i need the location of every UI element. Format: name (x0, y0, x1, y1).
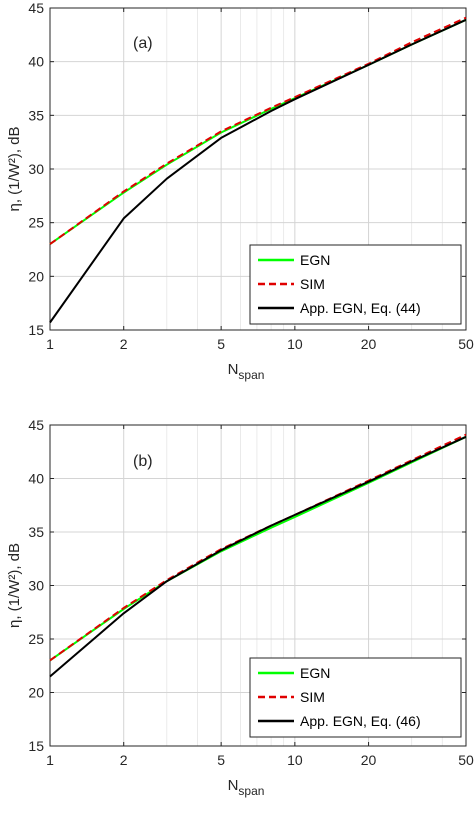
y-tick-label: 35 (28, 107, 44, 123)
legend: EGN SIM App. EGN, Eq. (44) (249, 244, 462, 325)
legend-entry: App. EGN, Eq. (46) (300, 713, 421, 729)
series-line-app-egn (49, 435, 467, 678)
x-tick-label: 2 (120, 752, 128, 768)
y-tick-label: 45 (28, 417, 44, 433)
series-line-app-egn (49, 18, 467, 324)
y-tick-label: 35 (28, 524, 44, 540)
x-tick-label: 20 (361, 336, 377, 352)
x-axis-label: Nspan (228, 777, 265, 798)
x-tick-label: 10 (287, 752, 303, 768)
x-tick-label: 1 (46, 752, 54, 768)
y-tick-label: 15 (28, 322, 44, 338)
x-tick-label: 5 (217, 336, 225, 352)
y-tick-label: 25 (28, 631, 44, 647)
x-tick-label: 2 (120, 336, 128, 352)
x-tick-label: 50 (458, 336, 474, 352)
x-axis-label: Nspan (228, 361, 265, 382)
legend-entry: EGN (300, 252, 330, 268)
y-axis-label: η, (1/W²), dB (6, 126, 23, 211)
x-tick-label: 10 (287, 336, 303, 352)
y-axis-label: η, (1/W²), dB (6, 543, 23, 628)
legend-entry: EGN (300, 665, 330, 681)
y-tick-label: 15 (28, 738, 44, 754)
y-tick-label: 30 (28, 578, 44, 594)
series-line-sim (49, 16, 467, 245)
y-tick-label: 45 (28, 0, 44, 16)
y-tick-label: 40 (28, 471, 44, 487)
x-tick-label: 5 (217, 752, 225, 768)
axes-box (49, 424, 467, 747)
y-tick-label: 20 (28, 685, 44, 701)
legend-entry: SIM (300, 276, 325, 292)
panel-label: (a) (133, 35, 153, 52)
y-tick-label: 30 (28, 161, 44, 177)
legend-entry: App. EGN, Eq. (44) (300, 300, 421, 316)
x-tick-label: 20 (361, 752, 377, 768)
axes-box (49, 7, 467, 331)
x-tick-label: 50 (458, 752, 474, 768)
y-tick-label: 40 (28, 54, 44, 70)
y-tick-label: 25 (28, 215, 44, 231)
y-tick-label: 20 (28, 268, 44, 284)
panel-label: (b) (133, 453, 153, 470)
x-tick-label: 1 (46, 336, 54, 352)
legend-entry: SIM (300, 689, 325, 705)
legend: EGN SIM App. EGN, Eq. (46) (249, 657, 462, 738)
